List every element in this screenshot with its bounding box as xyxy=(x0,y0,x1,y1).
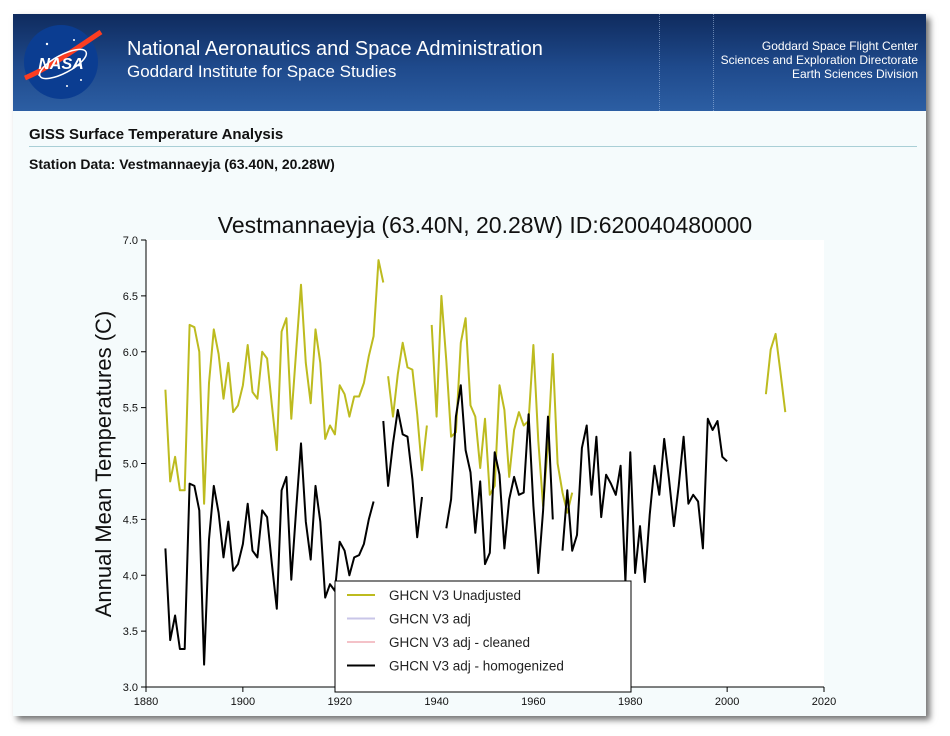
x-tick-label: 1920 xyxy=(327,696,351,708)
series-line-3 xyxy=(164,442,375,666)
page-title: GISS Surface Temperature Analysis xyxy=(29,126,284,143)
nasa-logo-icon[interactable]: NASA xyxy=(19,20,103,104)
header-banner: NASA National Aeronautics and Space Admi… xyxy=(13,14,926,111)
center-name[interactable]: Goddard Space Flight Center xyxy=(761,39,918,53)
y-tick-label: 7.0 xyxy=(123,235,138,247)
banner-divider xyxy=(713,14,715,111)
x-tick-label: 1960 xyxy=(521,696,545,708)
y-tick-label: 4.5 xyxy=(123,514,138,526)
station-heading: Station Data: Vestmannaeyja (63.40N, 20.… xyxy=(29,156,335,172)
y-tick-label: 6.5 xyxy=(123,291,138,303)
y-axis-label: Annual Mean Temperatures (C) xyxy=(91,311,116,618)
series-line-0 xyxy=(387,341,428,472)
x-tick-label: 1980 xyxy=(618,696,642,708)
y-tick-label: 4.0 xyxy=(123,570,138,582)
x-tick-label: 1880 xyxy=(134,696,158,708)
legend: GHCN V3 Unadjusted GHCN V3 adj GHCN V3 adj… xyxy=(334,580,632,693)
y-tick-label: 5.0 xyxy=(123,459,138,471)
y-tick-label: 6.0 xyxy=(123,347,138,359)
series-line-3 xyxy=(561,417,728,583)
series-line-0 xyxy=(164,259,385,505)
division-name[interactable]: Earth Sciences Division xyxy=(791,67,918,81)
banner-divider xyxy=(659,14,661,111)
y-tick-label: 3.0 xyxy=(123,682,138,694)
series-line-3 xyxy=(382,408,423,539)
legend-label: GHCN V3 adj - cleaned xyxy=(389,635,530,650)
legend-label: GHCN V3 adj xyxy=(389,612,471,627)
x-tick-label: 2000 xyxy=(715,696,739,708)
institute-name[interactable]: Goddard Institute for Space Studies xyxy=(127,62,397,81)
legend-label: GHCN V3 adj - homogenized xyxy=(389,659,564,674)
y-tick-label: 3.5 xyxy=(123,626,138,638)
legend-label: GHCN V3 Unadjusted xyxy=(389,588,521,603)
title-divider xyxy=(29,146,917,147)
x-tick-label: 1900 xyxy=(231,696,255,708)
org-name[interactable]: National Aeronautics and Space Administr… xyxy=(127,38,543,60)
x-tick-label: 2020 xyxy=(812,696,836,708)
chart-title: Vestmannaeyja (63.40N, 20.28W) ID:620040… xyxy=(218,212,752,238)
series-line-3 xyxy=(445,384,554,574)
logo-text: NASA xyxy=(38,56,83,73)
directorate-name[interactable]: Sciences and Exploration Directorate xyxy=(720,53,918,67)
legend-box xyxy=(334,580,632,693)
series-line-0 xyxy=(764,332,787,413)
x-tick-label: 1940 xyxy=(424,696,448,708)
y-tick-label: 5.5 xyxy=(123,403,138,415)
